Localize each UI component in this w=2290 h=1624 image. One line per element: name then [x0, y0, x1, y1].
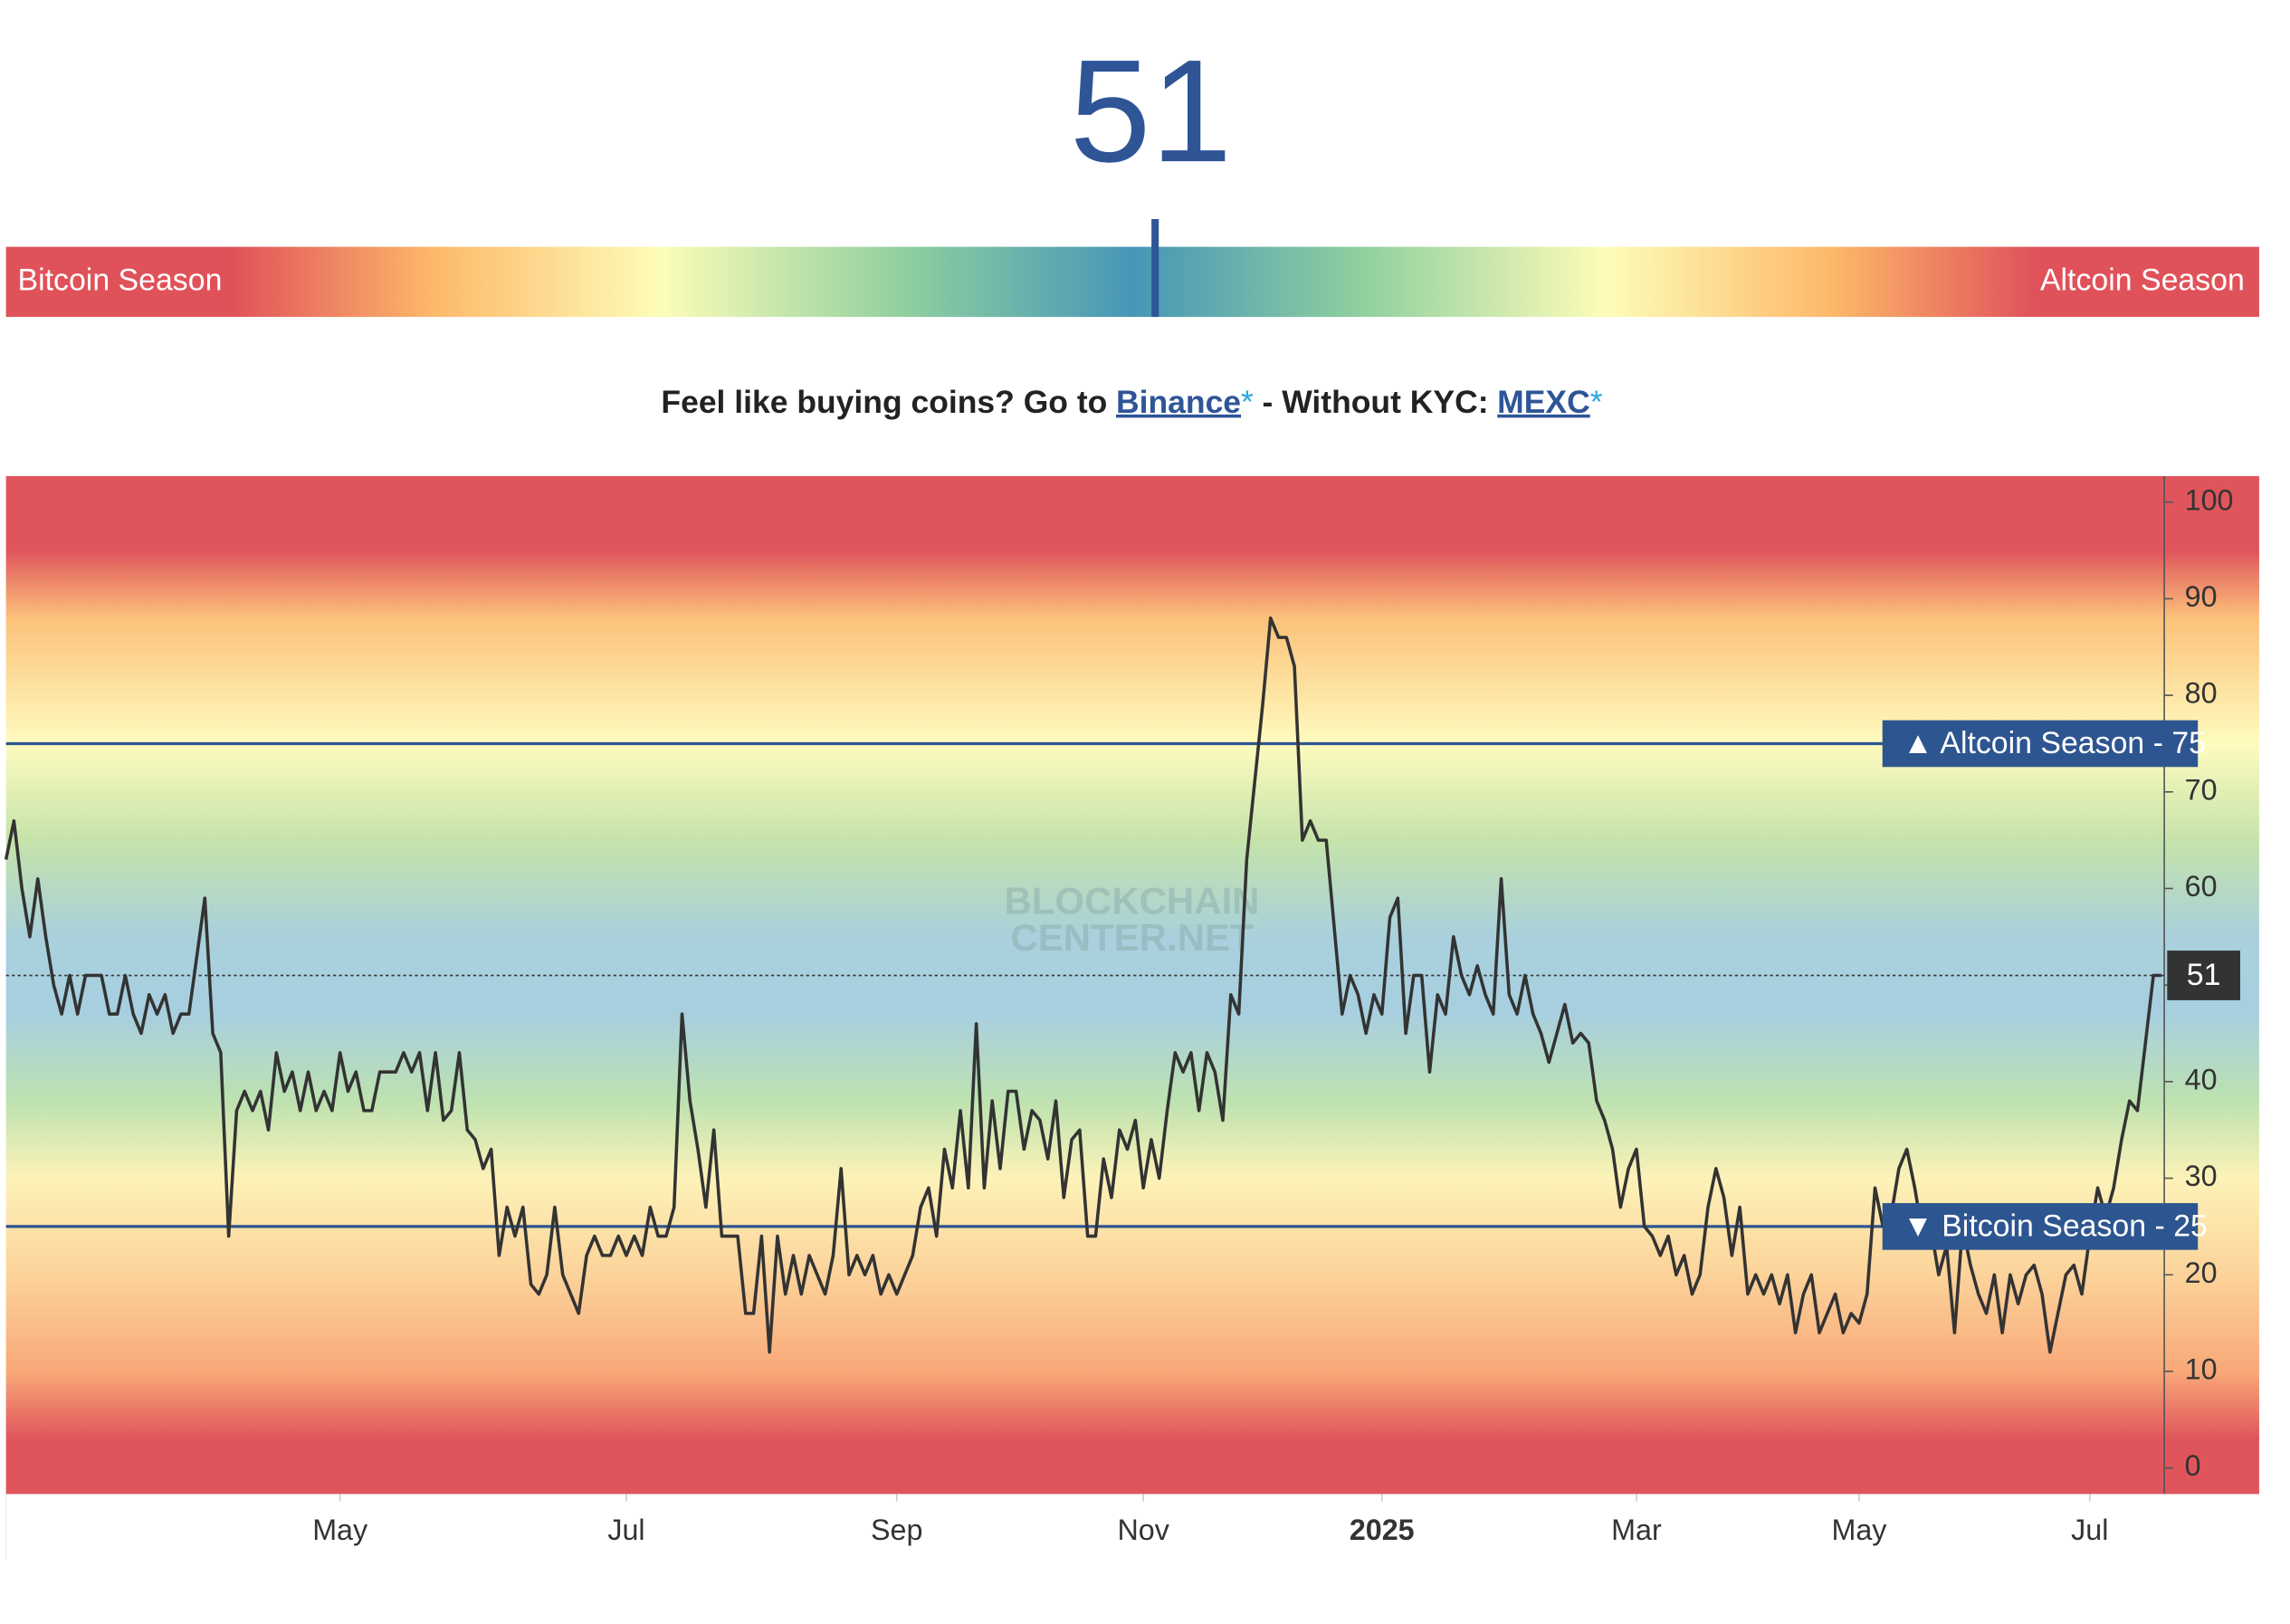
threshold-label: ▲ Altcoin Season - 75: [1903, 726, 2206, 760]
threshold-box: [1882, 1203, 2199, 1250]
bar-left-label: Bitcoin Season: [18, 263, 223, 297]
x-tick-label: 2025: [1350, 1514, 1415, 1546]
x-tick-label: Jul: [607, 1514, 644, 1546]
plot-background: [5, 475, 2259, 1495]
y-tick-label: 60: [2185, 870, 2218, 903]
y-tick-label: 100: [2185, 483, 2234, 516]
y-tick-label: 80: [2185, 677, 2218, 710]
y-tick-label: 20: [2185, 1256, 2218, 1289]
watermark: CENTER.NET: [1011, 916, 1254, 959]
x-tick-label: Jul: [2071, 1514, 2108, 1546]
x-tick-label: Mar: [1611, 1514, 1662, 1546]
season-bar: [5, 246, 2259, 318]
x-tick-label: Sep: [871, 1514, 922, 1546]
y-tick-label: 90: [2185, 580, 2218, 613]
current-label: 51: [2187, 958, 2221, 992]
promo-text-2: - Without KYC:: [1263, 384, 1489, 420]
value-marker: [1151, 218, 1159, 318]
binance-link[interactable]: Binance: [1116, 384, 1241, 420]
asterisk: *: [1590, 384, 1603, 420]
index-line: [4, 616, 2161, 1354]
asterisk: *: [1241, 384, 1254, 420]
x-tick-label: May: [1831, 1514, 1887, 1546]
current-box: [2167, 951, 2240, 1000]
x-tick-label: May: [312, 1514, 368, 1546]
watermark: BLOCKCHAIN: [1005, 880, 1260, 922]
x-tick-label: Nov: [1117, 1514, 1169, 1546]
y-tick-label: 30: [2185, 1160, 2218, 1192]
promo-text-1: Feel like buying coins? Go to: [661, 384, 1107, 420]
threshold-label: ▼ Bitcoin Season - 25: [1903, 1208, 2208, 1243]
promo-text: Feel like buying coins? Go to Binance* - W…: [661, 384, 1602, 420]
bar-right-label: Altcoin Season: [2040, 263, 2245, 297]
y-tick-label: 40: [2185, 1063, 2218, 1095]
threshold-box: [1882, 720, 2199, 768]
mexc-link[interactable]: MEXC: [1497, 384, 1590, 420]
index-value: 51: [1070, 30, 1232, 193]
y-tick-label: 10: [2185, 1352, 2218, 1385]
y-tick-label: 70: [2185, 773, 2218, 806]
y-tick-label: 0: [2185, 1449, 2201, 1482]
